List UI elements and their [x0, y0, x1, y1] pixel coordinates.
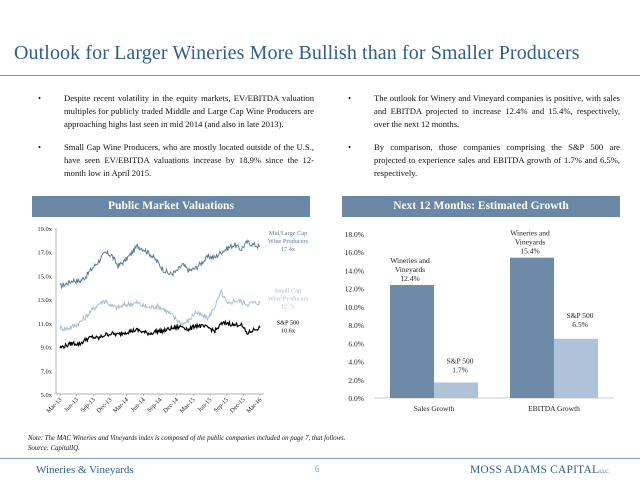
y-tick-label: 4.0% [348, 358, 364, 367]
title-divider [0, 75, 640, 76]
bullets-left: • Despite recent volatility in the equit… [38, 92, 314, 189]
y-tick-label: 9.0x [41, 345, 53, 352]
bullet-icon: • [38, 141, 42, 152]
bullet-item: • Despite recent volatility in the equit… [38, 92, 314, 132]
y-tick-label: 11.0x [38, 321, 53, 328]
y-tick-label: 10.0% [345, 303, 364, 312]
sp500-bar [434, 382, 478, 398]
x-tick-label: Mar-15 [179, 396, 197, 414]
bullet-text: By comparison, those companies comprisin… [374, 141, 620, 179]
y-tick-label: 18.0% [345, 230, 364, 239]
bar-series-label: Wineries and [390, 256, 430, 265]
sp500-line [59, 319, 261, 350]
x-tick-label: Jun-13 [63, 396, 80, 413]
bullet-icon: • [38, 93, 42, 103]
footer-divider [0, 458, 640, 459]
bar-series-label: Wineries and [510, 229, 550, 238]
bar-value-label: 12.4% [400, 274, 419, 283]
wineries-bar [390, 285, 434, 398]
bullet-text: The outlook for Winery and Vineyard comp… [374, 93, 620, 130]
bar-series-label: Vineyards [395, 265, 425, 274]
mid-large-cap-line [59, 239, 261, 290]
sp500-bar [554, 338, 598, 398]
x-tick-label: Dec-15 [229, 396, 247, 414]
y-tick-label: 15.0x [37, 273, 52, 280]
series-name-line: Small Cap [275, 288, 301, 295]
series-end-value: 10.6x [281, 328, 296, 335]
y-tick-label: 19.0x [37, 226, 52, 233]
x-tick-label: Mar-14 [112, 396, 131, 415]
bullet-icon: • [348, 141, 352, 152]
bar-series-label: S&P 500 [566, 311, 593, 320]
wineries-bar [510, 257, 554, 398]
x-tick-label: Dec-14 [162, 396, 181, 415]
y-tick-label: 17.0x [37, 250, 52, 257]
bar-value-label: 1.7% [452, 366, 468, 375]
footnote-source: Source: CapitalIQ. [28, 445, 80, 452]
growth-bar-chart: 0.0% 2.0% 4.0% 6.0% 8.0% 10.0% 12.0% 14.0% 16.0%… [345, 229, 614, 413]
bullet-icon: • [348, 93, 352, 103]
bullet-item: • The outlook for Winery and Vineyard co… [348, 92, 620, 132]
page-number: 6 [315, 464, 320, 474]
footnote-note: Note: The MAC Wineries and Vineyards ind… [28, 435, 346, 442]
y-tick-label: 16.0% [345, 248, 364, 257]
x-tick-label: Jun-15 [196, 396, 213, 413]
y-tick-label: 2.0% [348, 376, 364, 385]
bar-series-label: Vineyards [515, 238, 545, 247]
valuations-panel-header: Public Market Valuations [32, 196, 310, 217]
series-name-line: Wine Producers [268, 296, 309, 303]
series-end-value: 12.7x [281, 304, 296, 311]
y-tick-label: 8.0% [348, 321, 364, 330]
series-name-line: Mid/Large Cap [269, 230, 308, 237]
page-title: Outlook for Larger Wineries More Bullish… [14, 42, 580, 64]
brand-name: MOSS ADAMS CAPITAL [470, 464, 600, 476]
y-tick-label: 5.0x [41, 392, 53, 399]
x-tick-label: Sep-13 [79, 396, 97, 414]
x-tick-label: Dec-13 [95, 396, 113, 414]
series-name-line: Wine Producers [268, 238, 309, 245]
footnote: Note: The MAC Wineries and Vineyards ind… [28, 434, 346, 454]
bar-value-label: 15.4% [520, 247, 539, 256]
y-tick-label: 0.0% [348, 394, 364, 403]
bullet-item: • Small Cap Wine Producers, who are most… [38, 141, 314, 181]
footer-section-name: Wineries & Vineyards [36, 464, 134, 476]
valuations-line-chart: 5.0x 7.0x 9.0x 11.0x 13.0x 15.0x 17.0x 19.0x Mar… [37, 226, 309, 415]
x-tick-label: Mar-13 [45, 396, 63, 414]
bullet-text: Despite recent volatility in the equity … [64, 93, 314, 130]
brand-logo: MOSS ADAMS CAPITALLLC [470, 464, 609, 476]
y-tick-label: 7.0x [41, 368, 53, 375]
growth-panel-header: Next 12 Months: Estimated Growth [342, 196, 620, 217]
x-tick-label: Sep-14 [146, 396, 164, 414]
bar-series-label: S&P 500 [446, 357, 473, 366]
small-cap-line [59, 287, 261, 332]
bar-value-label: 6.5% [572, 320, 588, 329]
y-tick-label: 6.0% [348, 339, 364, 348]
series-end-value: 17.4x [281, 246, 296, 253]
x-category-label: EBITDA Growth [528, 404, 580, 413]
y-tick-label: 14.0% [345, 266, 364, 275]
y-tick-label: 12.0% [345, 285, 364, 294]
series-name-line: S&P 500 [277, 320, 300, 327]
x-tick-label: Mar-16 [245, 396, 263, 414]
x-category-label: Sales Growth [414, 404, 455, 413]
bullet-text: Small Cap Wine Producers, who are mostly… [64, 141, 314, 179]
brand-suffix: LLC [599, 470, 609, 475]
y-tick-label: 13.0x [37, 297, 52, 304]
x-tick-label: Jun-14 [130, 396, 148, 414]
bullets-right: • The outlook for Winery and Vineyard co… [348, 92, 620, 189]
x-tick-label: Sep-15 [213, 396, 231, 414]
bullet-item: • By comparison, those companies compris… [348, 141, 620, 181]
